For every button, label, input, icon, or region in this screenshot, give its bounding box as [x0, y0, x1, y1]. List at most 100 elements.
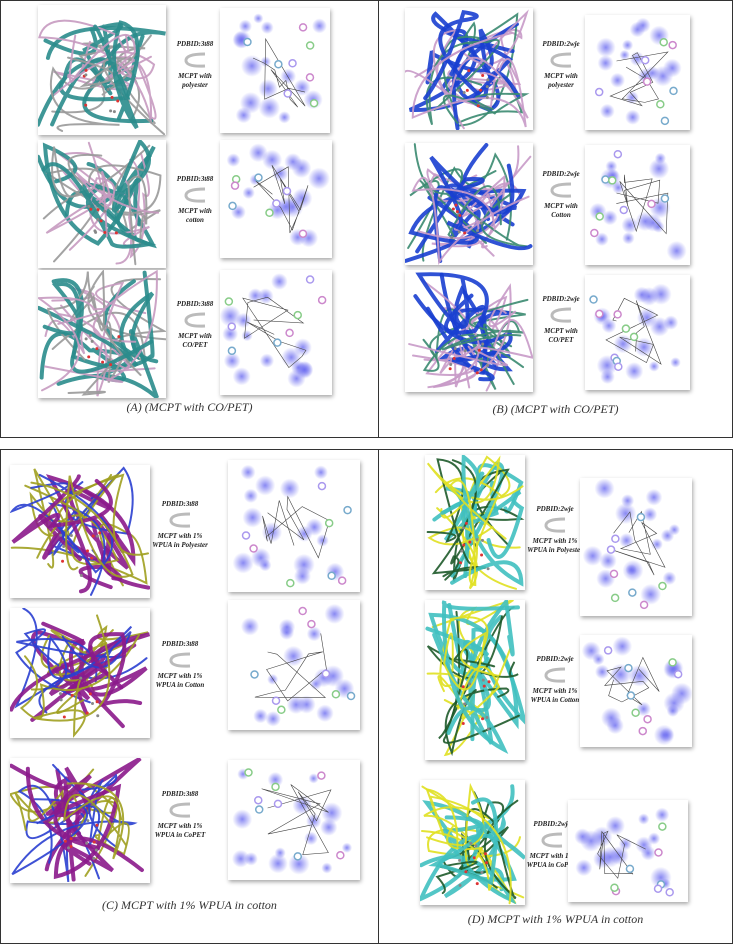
residue	[288, 59, 297, 68]
arrow-shape	[541, 832, 563, 849]
ligand-atom	[458, 858, 462, 862]
interaction-halo	[599, 552, 617, 570]
ligand-atom	[84, 73, 88, 77]
ribbon	[41, 162, 157, 249]
interaction-halo	[232, 809, 253, 830]
residue	[331, 690, 341, 699]
ligand-atom	[475, 538, 479, 542]
ligand-bonds	[252, 37, 306, 108]
ligand-atom	[62, 545, 66, 549]
arrow-shape	[550, 307, 572, 324]
complex-label: MCPT with polyester	[178, 72, 212, 89]
ligand-atom	[479, 88, 483, 92]
ligand-atom	[107, 358, 111, 362]
residue	[254, 173, 263, 182]
ligand-atom	[94, 848, 98, 852]
pdb-label: PDBID:2wje MCPT with polyester	[537, 40, 585, 89]
ribbon	[425, 788, 512, 905]
pdb-label: PDBID:2wje MCPT with Cotton	[537, 170, 585, 219]
arrow	[184, 312, 206, 329]
interaction-halo	[581, 641, 601, 661]
complex-label: MCPT with CO/PET	[544, 327, 578, 344]
ligand-bonds	[616, 174, 669, 235]
interaction-halo	[253, 708, 268, 724]
interaction-halo	[250, 547, 271, 568]
interaction-diagram	[220, 270, 332, 395]
ligand-atom	[461, 685, 465, 689]
ribbon	[423, 9, 480, 101]
residue	[271, 782, 280, 792]
interaction-halo	[321, 802, 343, 824]
ligand-atom	[457, 230, 461, 234]
interaction-halo	[283, 645, 304, 667]
ribbon	[415, 272, 489, 335]
interaction-halo	[223, 352, 241, 370]
ligand-atom	[485, 716, 489, 720]
residue	[286, 578, 295, 588]
ribbon	[443, 648, 520, 744]
ligand-atom	[112, 110, 116, 114]
arrow	[550, 52, 572, 69]
ligand-atom	[59, 533, 63, 537]
pdb-label: PDBID:2wje MCPT with 1% WPUA in CoPET	[522, 820, 582, 869]
ligand-atom	[481, 717, 485, 721]
residue	[250, 670, 259, 679]
ribbon	[25, 773, 118, 840]
ligand-atom	[88, 692, 92, 696]
interaction-halo	[582, 545, 603, 566]
interaction-halo	[650, 866, 672, 889]
ligand-atom	[460, 549, 464, 553]
ligand-atom	[468, 540, 472, 544]
ribbon	[442, 92, 530, 124]
complex-label: MCPT with Cotton	[544, 202, 578, 219]
pdb-id: PDBID:2wje	[536, 655, 574, 663]
ligand-atom	[118, 69, 122, 73]
ribbon	[51, 270, 155, 369]
ligand-atom	[480, 538, 484, 542]
pdb-id: PDBID:3t88	[176, 300, 214, 308]
ligand-atom	[486, 363, 490, 367]
ligand-atom	[448, 367, 452, 371]
residue	[658, 822, 667, 831]
residue	[298, 23, 308, 32]
interaction-halo	[621, 494, 635, 508]
residue	[610, 593, 620, 603]
interaction-halo	[258, 96, 281, 119]
interaction-halo	[642, 507, 658, 522]
interaction-halo	[232, 367, 251, 386]
protein-drawing	[408, 272, 533, 392]
arrow	[541, 832, 563, 849]
ribbon	[49, 34, 152, 132]
residue	[629, 332, 639, 342]
protein-drawing	[10, 758, 144, 883]
ribbon	[443, 631, 500, 691]
interaction-halo	[612, 636, 633, 657]
pdb-id: PDBID:2wje	[542, 295, 580, 303]
residue	[603, 646, 613, 655]
residue	[271, 696, 281, 705]
residue	[298, 229, 308, 238]
residue	[607, 176, 617, 185]
ligand-atom	[106, 88, 110, 92]
residue	[595, 309, 604, 319]
residue	[230, 181, 240, 190]
ligand-atom	[462, 90, 466, 94]
residue	[228, 201, 237, 211]
ribbon	[11, 474, 113, 544]
protein-structure-image	[10, 465, 150, 598]
residue	[590, 228, 599, 238]
ligand-atom	[463, 231, 467, 235]
interaction-halo	[640, 845, 656, 861]
arrow-shape	[169, 512, 191, 529]
ligand-atom	[458, 883, 462, 887]
ligand-atom	[475, 371, 479, 375]
interaction-halo	[599, 103, 615, 119]
interaction-halo	[593, 849, 612, 869]
interaction-halo	[600, 369, 615, 385]
residue	[317, 771, 326, 780]
ligand-atom	[481, 73, 485, 77]
interaction-halo	[260, 21, 274, 34]
interaction-diagram	[580, 635, 692, 747]
interaction-halo	[260, 56, 272, 68]
interaction-halo	[648, 360, 660, 372]
